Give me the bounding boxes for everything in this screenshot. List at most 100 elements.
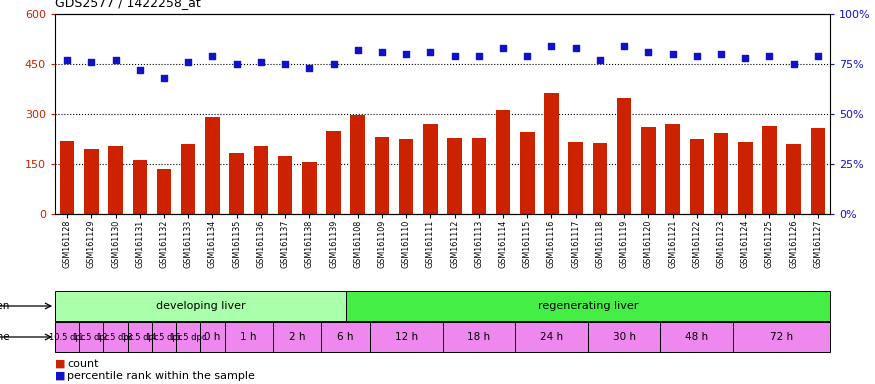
- Bar: [569, 142, 583, 214]
- Point: [617, 43, 631, 49]
- Text: 14.5 dpc: 14.5 dpc: [146, 333, 182, 341]
- Text: ■: ■: [55, 371, 66, 381]
- Text: 48 h: 48 h: [685, 332, 709, 342]
- Point: [762, 53, 776, 59]
- Bar: [346, 291, 830, 321]
- Point: [84, 59, 98, 65]
- Text: 11.5 dpc: 11.5 dpc: [74, 333, 109, 341]
- Point: [254, 59, 268, 65]
- Text: developing liver: developing liver: [156, 301, 245, 311]
- Bar: [733, 322, 830, 352]
- Bar: [641, 127, 655, 214]
- Point: [278, 61, 292, 67]
- Point: [569, 45, 583, 51]
- Bar: [302, 162, 317, 214]
- Point: [108, 57, 123, 63]
- Bar: [326, 131, 340, 214]
- Bar: [273, 322, 321, 352]
- Point: [811, 53, 825, 59]
- Bar: [229, 153, 244, 214]
- Bar: [714, 133, 728, 214]
- Text: 10.5 dpc: 10.5 dpc: [49, 333, 85, 341]
- Bar: [80, 322, 103, 352]
- Bar: [443, 322, 515, 352]
- Point: [544, 43, 558, 49]
- Point: [714, 51, 728, 57]
- Bar: [515, 322, 588, 352]
- Bar: [424, 124, 438, 214]
- Point: [157, 75, 171, 81]
- Point: [424, 49, 438, 55]
- Bar: [84, 149, 99, 214]
- Bar: [176, 322, 200, 352]
- Text: regenerating liver: regenerating liver: [537, 301, 638, 311]
- Bar: [787, 144, 801, 214]
- Bar: [496, 110, 510, 214]
- Bar: [810, 128, 825, 214]
- Point: [738, 55, 752, 61]
- Bar: [617, 98, 632, 214]
- Point: [666, 51, 680, 57]
- Bar: [351, 115, 365, 214]
- Bar: [55, 322, 80, 352]
- Point: [690, 53, 704, 59]
- Bar: [592, 143, 607, 214]
- Text: 12.5 dpc: 12.5 dpc: [97, 333, 134, 341]
- Bar: [762, 126, 777, 214]
- Text: 18 h: 18 h: [467, 332, 490, 342]
- Point: [375, 49, 389, 55]
- Text: 30 h: 30 h: [612, 332, 635, 342]
- Bar: [55, 291, 346, 321]
- Bar: [254, 146, 268, 214]
- Point: [399, 51, 413, 57]
- Text: specimen: specimen: [0, 301, 10, 311]
- Text: 13.5 dpc: 13.5 dpc: [122, 333, 158, 341]
- Point: [787, 61, 801, 67]
- Text: 24 h: 24 h: [540, 332, 563, 342]
- Point: [181, 59, 195, 65]
- Bar: [370, 322, 443, 352]
- Point: [229, 61, 243, 67]
- Bar: [665, 124, 680, 214]
- Text: count: count: [67, 359, 99, 369]
- Text: GDS2577 / 1422258_at: GDS2577 / 1422258_at: [55, 0, 200, 9]
- Text: 12 h: 12 h: [395, 332, 417, 342]
- Bar: [108, 146, 123, 214]
- Text: ■: ■: [55, 359, 66, 369]
- Point: [302, 65, 316, 71]
- Point: [448, 53, 462, 59]
- Point: [641, 49, 655, 55]
- Bar: [520, 132, 535, 214]
- Bar: [399, 139, 414, 214]
- Bar: [321, 322, 370, 352]
- Bar: [128, 322, 152, 352]
- Text: 0 h: 0 h: [204, 332, 220, 342]
- Point: [326, 61, 340, 67]
- Bar: [738, 142, 752, 214]
- Text: 1 h: 1 h: [241, 332, 257, 342]
- Bar: [374, 137, 389, 214]
- Text: 16.5 dpc: 16.5 dpc: [170, 333, 206, 341]
- Bar: [588, 322, 661, 352]
- Point: [496, 45, 510, 51]
- Bar: [200, 322, 225, 352]
- Point: [206, 53, 220, 59]
- Point: [133, 67, 147, 73]
- Text: 6 h: 6 h: [338, 332, 354, 342]
- Bar: [60, 141, 74, 214]
- Bar: [132, 160, 147, 214]
- Point: [472, 53, 486, 59]
- Point: [60, 57, 74, 63]
- Bar: [447, 138, 462, 214]
- Bar: [661, 322, 733, 352]
- Bar: [205, 117, 220, 214]
- Text: 2 h: 2 h: [289, 332, 305, 342]
- Bar: [181, 144, 195, 214]
- Point: [351, 47, 365, 53]
- Bar: [278, 156, 292, 214]
- Bar: [690, 139, 704, 214]
- Bar: [157, 169, 172, 214]
- Bar: [225, 322, 273, 352]
- Bar: [472, 138, 487, 214]
- Bar: [152, 322, 176, 352]
